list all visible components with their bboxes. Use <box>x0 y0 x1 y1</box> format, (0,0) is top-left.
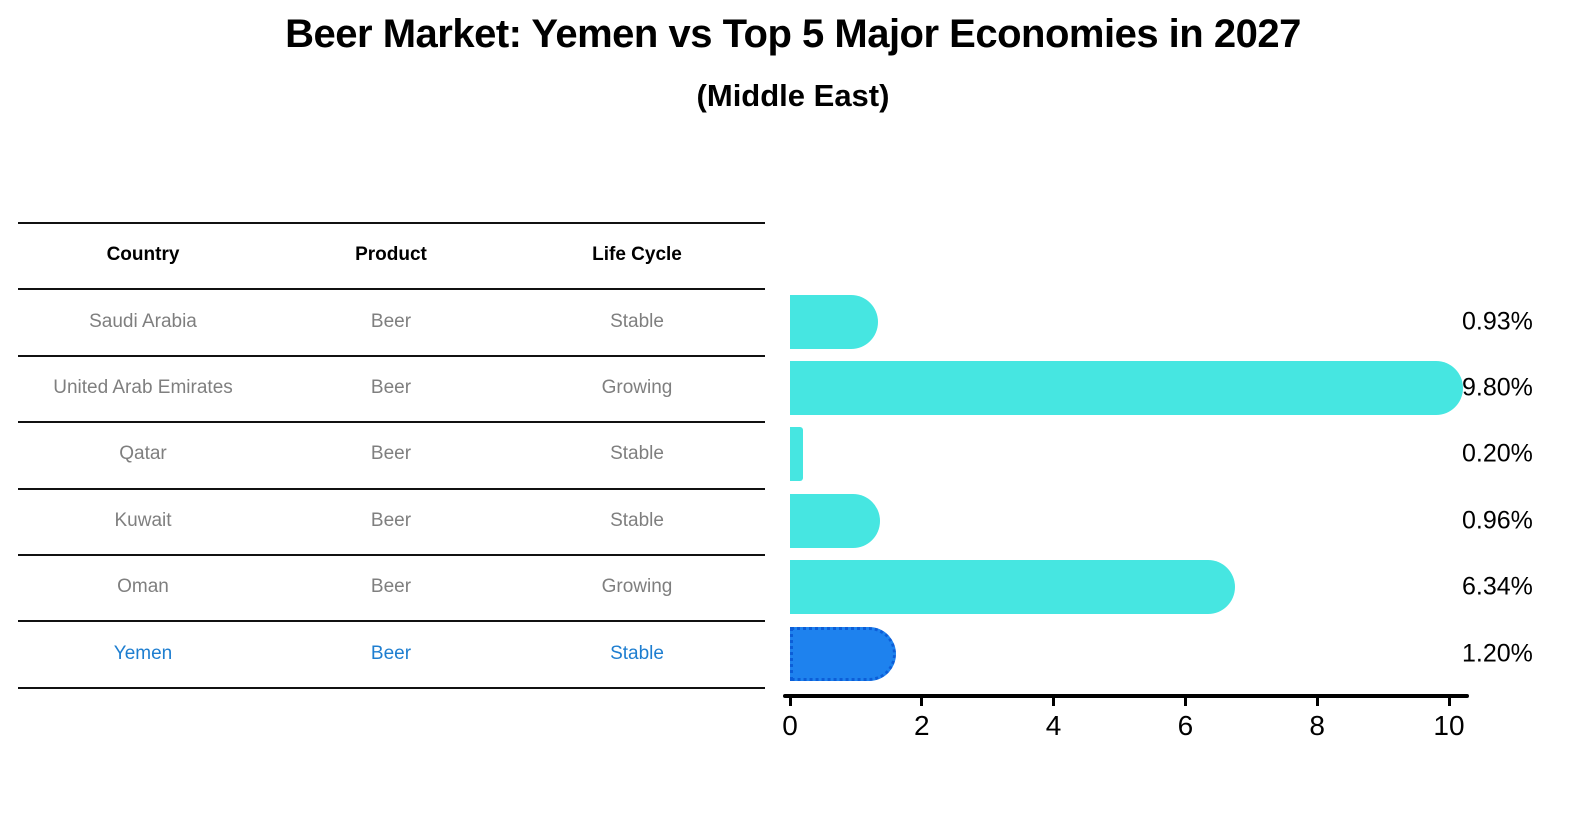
bar-oman <box>790 560 1235 615</box>
cell-product: Beer <box>370 377 412 398</box>
x-axis-line <box>783 694 1469 698</box>
bar-value-label: 0.96% <box>1462 506 1533 535</box>
x-axis-tick-label: 10 <box>1433 710 1465 741</box>
bar-value-label: 6.34% <box>1462 572 1533 601</box>
bar-value-label: 0.93% <box>1462 307 1533 336</box>
x-axis-tick-label: 8 <box>1309 710 1325 741</box>
chart-subtitle: (Middle East) <box>696 78 890 113</box>
cell-country: Saudi Arabia <box>89 310 197 332</box>
cell-life_cycle: Stable <box>610 509 664 531</box>
cell-product: Beer <box>370 509 412 531</box>
x-axis-tick <box>1315 694 1319 706</box>
table-rule <box>18 686 765 689</box>
table-rule <box>18 554 765 556</box>
table-rule <box>18 354 765 357</box>
bar-value-label: 1.20% <box>1462 639 1533 668</box>
cell-life_cycle: Stable <box>610 310 664 332</box>
x-axis-tick <box>1447 694 1451 706</box>
table-rule <box>18 421 765 424</box>
x-axis-tick <box>920 694 924 706</box>
bar-value-label: 0.20% <box>1462 439 1533 468</box>
x-axis-tick <box>788 694 792 706</box>
cell-product: Beer <box>370 310 412 332</box>
column-header-country: Country <box>106 244 180 266</box>
x-axis-tick-label: 0 <box>782 710 798 741</box>
chart-title: Beer Market: Yemen vs Top 5 Major Econom… <box>285 12 1301 56</box>
cell-product: Beer <box>370 642 412 664</box>
cell-country: Qatar <box>119 443 167 465</box>
bar-yemen <box>790 626 897 681</box>
cell-country: Oman <box>117 576 169 598</box>
x-axis-tick <box>1183 694 1187 706</box>
table-rule <box>18 487 765 490</box>
table-rule <box>18 222 765 224</box>
bar-united-arab-emirates <box>790 361 1463 415</box>
column-header-product: Product <box>355 244 427 266</box>
bar-kuwait <box>790 493 881 548</box>
cell-life_cycle: Growing <box>601 576 673 598</box>
cell-product: Beer <box>370 443 412 465</box>
table-rule <box>18 620 765 623</box>
bar-saudi-arabia <box>790 294 879 349</box>
cell-country: Kuwait <box>114 509 172 531</box>
x-axis-tick-label: 6 <box>1177 710 1194 741</box>
cell-life_cycle: Growing <box>601 377 673 398</box>
cell-life_cycle: Stable <box>610 642 664 664</box>
bar-value-label: 9.80% <box>1462 373 1533 402</box>
cell-product: Beer <box>370 576 412 598</box>
x-axis-tick-label: 2 <box>914 710 930 741</box>
cell-country: United Arab Emirates <box>53 377 233 398</box>
column-header-life_cycle: Life Cycle <box>592 244 682 266</box>
cell-life_cycle: Stable <box>610 443 664 465</box>
x-axis-tick-label: 4 <box>1045 710 1062 741</box>
bar-qatar <box>790 427 804 482</box>
table-rule <box>18 288 765 291</box>
cell-country: Yemen <box>113 642 173 664</box>
x-axis-tick <box>1052 694 1056 706</box>
